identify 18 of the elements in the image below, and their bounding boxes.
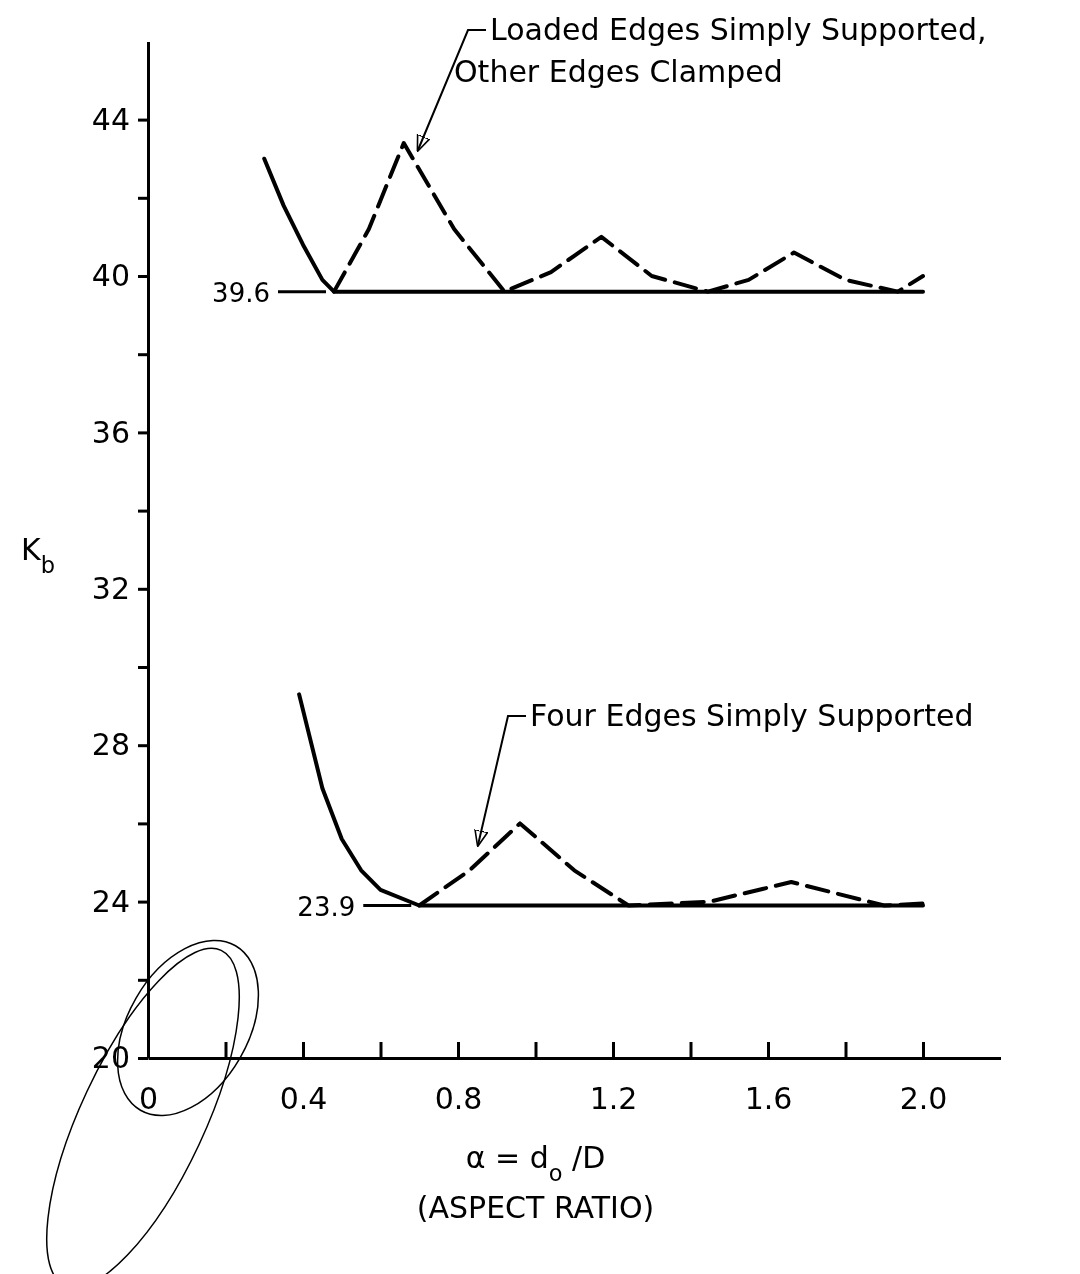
y-tick-label: 36 (91, 414, 130, 450)
y-tick-label: 28 (91, 727, 130, 763)
ref-line-label: 23.9 (297, 891, 356, 922)
x-axis-title: α = d$_{o}$/D (ASPECT RATIO) (416, 1140, 655, 1225)
ref-line-label: 39.6 (212, 277, 270, 308)
x-tick-label: 1.2 (589, 1081, 638, 1117)
y-tick-label: 32 (91, 570, 130, 606)
y-axis-title: K$_{b}$ (21, 531, 55, 578)
y-tick-label: 40 (91, 258, 130, 294)
annotation: Four Edges Simply Supported (530, 698, 974, 733)
x-tick-label: 0.8 (434, 1081, 483, 1117)
x-tick-label: 0 (138, 1081, 159, 1117)
y-tick-label: 44 (91, 101, 130, 137)
x-tick-label: 0.4 (279, 1081, 328, 1117)
y-tick-label: 24 (91, 883, 130, 919)
x-tick-label: 2.0 (899, 1081, 948, 1117)
x-tick-label: 1.6 (744, 1081, 793, 1117)
annotation: Loaded Edges Simply Supported, Other Edges Clamped (454, 12, 987, 89)
